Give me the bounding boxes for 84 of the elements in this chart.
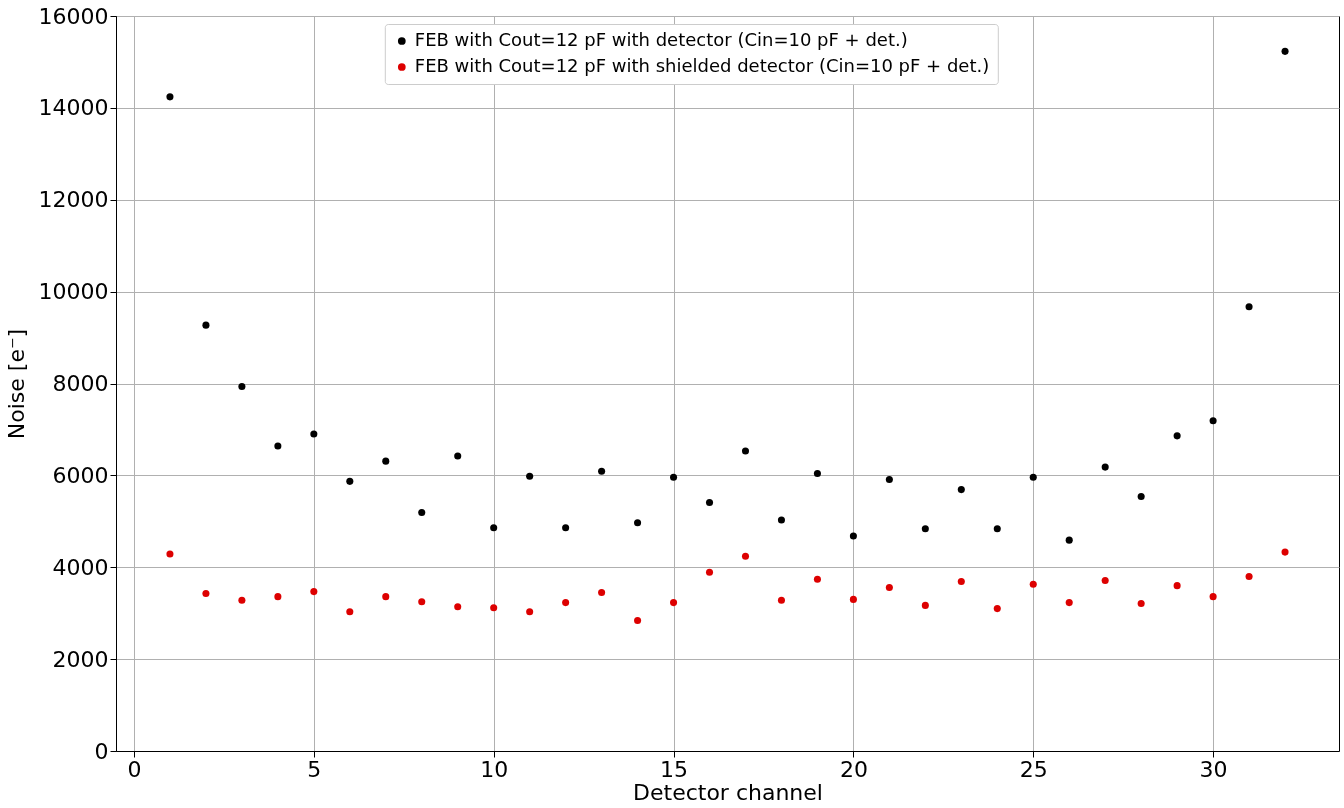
point — [166, 93, 174, 101]
point — [490, 524, 498, 532]
point — [346, 477, 354, 485]
point — [849, 532, 857, 540]
y-tick-label: 16000 — [38, 3, 109, 29]
point — [705, 498, 714, 507]
point — [813, 470, 821, 478]
point — [957, 577, 965, 586]
point — [1281, 548, 1289, 556]
point — [598, 467, 606, 475]
point — [1137, 600, 1145, 608]
point — [741, 447, 750, 455]
point — [598, 588, 606, 597]
point — [310, 588, 318, 596]
x-tick-label: 20 — [839, 756, 868, 782]
x-tick-label: 0 — [127, 756, 142, 782]
point — [562, 599, 570, 607]
point — [1281, 47, 1289, 55]
y-tick-label: 14000 — [38, 95, 109, 121]
point — [454, 603, 462, 611]
point — [777, 596, 785, 604]
point — [202, 589, 210, 597]
point — [274, 593, 282, 601]
x-tick-label: 30 — [1199, 756, 1228, 782]
point — [741, 552, 750, 560]
x-axis-title: Detector channel — [633, 779, 823, 805]
x-tick-label: 5 — [307, 756, 322, 782]
point — [418, 509, 426, 517]
point — [1137, 492, 1145, 501]
point — [1029, 473, 1037, 481]
point — [921, 601, 929, 609]
point — [238, 382, 246, 391]
point — [634, 519, 642, 527]
point — [993, 605, 1001, 613]
point — [526, 472, 534, 480]
y-tick-label: 10000 — [38, 279, 109, 305]
x-tick-label: 15 — [660, 756, 689, 782]
point — [993, 525, 1001, 533]
point — [418, 598, 426, 606]
point — [382, 457, 390, 465]
point — [382, 593, 390, 601]
point — [1245, 572, 1253, 580]
y-tick-label: 0 — [94, 738, 109, 764]
point — [526, 608, 534, 616]
point — [562, 524, 570, 532]
point — [346, 608, 354, 616]
y-tick-label: 12000 — [38, 187, 109, 213]
point — [777, 516, 785, 524]
legend-label: FEB with Cout=12 pF with detector (Cin=10 pF + det.) — [414, 29, 908, 50]
point — [1029, 580, 1037, 588]
point — [202, 321, 210, 329]
point — [1173, 582, 1181, 590]
point — [1101, 577, 1109, 585]
y-axis-title: Noise [e⁻] — [3, 328, 29, 440]
x-tick-label: 10 — [480, 756, 509, 782]
point — [238, 596, 246, 604]
point — [274, 442, 282, 450]
point — [849, 595, 857, 603]
point — [670, 473, 678, 481]
point — [957, 486, 965, 494]
point — [1245, 303, 1253, 311]
point — [634, 617, 642, 625]
point — [705, 568, 714, 576]
point — [166, 550, 174, 558]
point — [813, 575, 821, 583]
y-tick-label: 4000 — [52, 554, 109, 580]
point — [1101, 463, 1109, 471]
point — [454, 452, 462, 460]
point — [885, 583, 893, 591]
point — [1065, 536, 1073, 544]
legend-label: FEB with Cout=12 pF with shielded detector (Cin=10 pF + det.) — [414, 55, 990, 76]
point — [1065, 599, 1073, 607]
point — [921, 525, 929, 533]
y-tick-label: 8000 — [52, 371, 109, 396]
point — [310, 430, 318, 438]
x-tick-label: 25 — [1019, 756, 1048, 782]
point — [885, 475, 893, 484]
point — [1173, 432, 1181, 440]
y-tick-label: 6000 — [52, 462, 109, 488]
point — [1209, 593, 1217, 601]
y-tick-label: 2000 — [52, 646, 109, 672]
point — [670, 599, 678, 607]
point — [1209, 417, 1217, 425]
point — [490, 604, 498, 612]
